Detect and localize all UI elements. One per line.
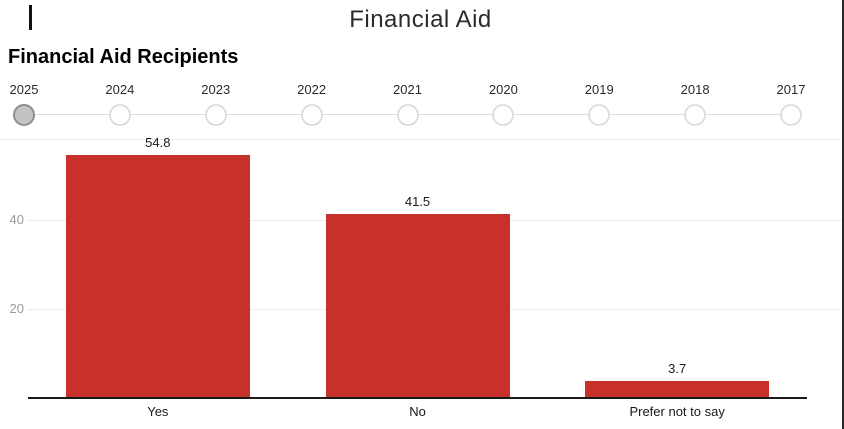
year-slider-stop-2021[interactable] [396,104,419,126]
year-slider-stop-2020[interactable] [492,104,515,126]
year-slider-label-2023: 2023 [201,82,231,97]
bar-value-label-0: 54.8 [145,134,171,150]
bar-value-label-1: 41.5 [404,193,431,209]
year-slider-label-2019: 2019 [584,82,614,97]
y-axis-tick-40: 40 [9,212,24,228]
year-slider-stop-2018[interactable] [684,104,707,126]
year-slider-stop-2019[interactable] [588,104,611,126]
chart-title: Financial Aid Recipients [8,46,239,68]
year-slider-stop-2023[interactable] [204,104,227,126]
year-slider-stop-2017[interactable] [780,104,802,126]
year-slider-label-2025: 2025 [9,82,39,97]
year-slider-label-2022: 2022 [297,82,327,97]
year-slider-label-2021: 2021 [393,82,422,97]
bar-0[interactable] [65,154,250,397]
year-slider-label-2018: 2018 [680,82,710,97]
x-axis-line [28,397,807,399]
year-slider-stop-2022[interactable] [300,104,323,126]
bar-value-label-2: 3.7 [668,360,687,376]
chart-top-divider [0,139,841,140]
year-slider-label-2020: 2020 [488,82,518,97]
year-slider-stop-2025[interactable] [13,104,35,126]
page-title: Financial Aid [349,6,492,33]
year-slider-stop-2024[interactable] [108,104,131,126]
x-axis-label-2: Prefer not to say [629,404,725,419]
cursor-mark [29,5,32,30]
window-right-border [842,0,844,429]
x-axis-label-0: Yes [147,404,169,419]
year-slider-label-2024: 2024 [105,82,135,97]
y-axis-tick-20: 20 [9,300,24,316]
year-slider-label-2017: 2017 [776,82,806,97]
bar-1[interactable] [325,213,510,397]
x-axis-label-1: No [409,404,426,419]
bar-2[interactable] [585,380,770,397]
